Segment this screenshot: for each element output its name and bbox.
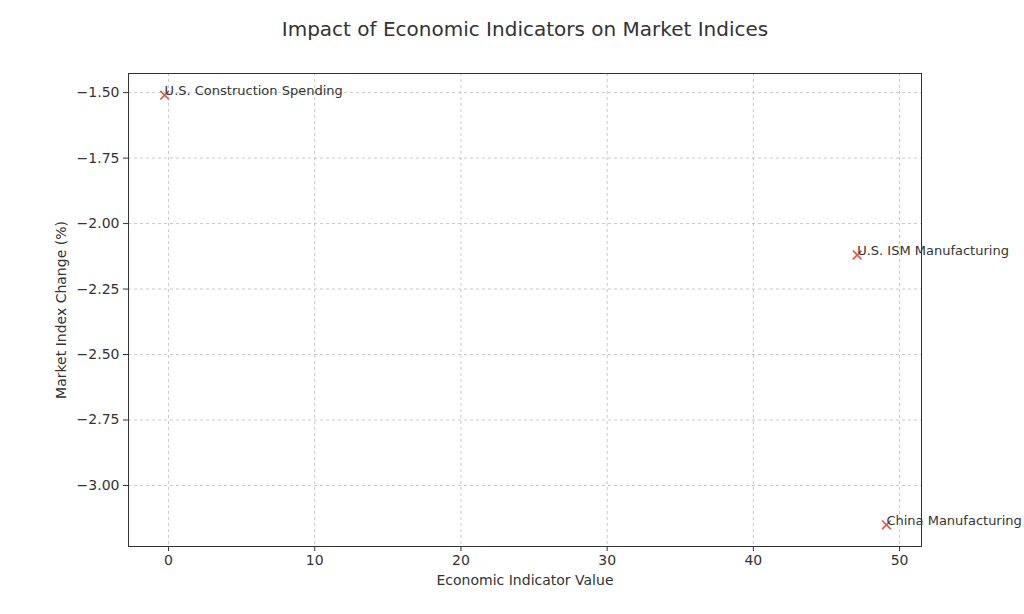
svg-text:China Manufacturing: China Manufacturing	[886, 513, 1021, 528]
svg-text:40: 40	[744, 552, 762, 568]
svg-text:U.S. Construction Spending: U.S. Construction Spending	[165, 83, 343, 98]
svg-text:−2.75: −2.75	[77, 411, 120, 427]
svg-text:0: 0	[164, 552, 173, 568]
svg-text:−2.50: −2.50	[77, 346, 120, 362]
html-text:Impact of Economic Indicators: Impact of Economic Indicators on Market …	[281, 17, 769, 41]
svg-text:Market Index Change (%): Market Index Change (%)	[53, 221, 69, 399]
svg-text:−1.75: −1.75	[77, 150, 120, 166]
svg-text:Economic Indicator Value: Economic Indicator Value	[437, 572, 614, 588]
svg-text:30: 30	[598, 552, 616, 568]
svg-text:−2.00: −2.00	[77, 215, 120, 231]
svg-text:U.S. ISM Manufacturing: U.S. ISM Manufacturing	[857, 243, 1009, 258]
svg-text:−1.50: −1.50	[77, 84, 120, 100]
svg-text:10: 10	[306, 552, 324, 568]
svg-text:50: 50	[891, 552, 909, 568]
svg-text:20: 20	[452, 552, 470, 568]
svg-text:−2.25: −2.25	[77, 281, 120, 297]
svg-text:−3.00: −3.00	[77, 477, 120, 493]
